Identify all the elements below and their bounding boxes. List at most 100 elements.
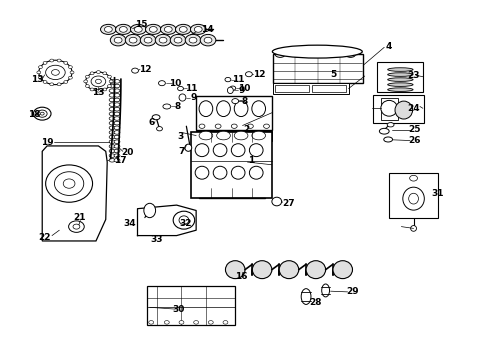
Ellipse shape [43, 81, 47, 84]
Ellipse shape [132, 68, 139, 73]
Ellipse shape [149, 27, 157, 32]
Ellipse shape [249, 144, 263, 157]
Ellipse shape [199, 124, 205, 129]
Ellipse shape [109, 126, 115, 130]
Text: 13: 13 [31, 75, 44, 84]
Ellipse shape [109, 135, 115, 139]
Ellipse shape [40, 112, 44, 115]
Ellipse shape [200, 35, 216, 46]
Text: 23: 23 [407, 71, 420, 80]
Bar [275, 85, 310, 93]
Ellipse shape [114, 121, 120, 125]
Ellipse shape [109, 149, 115, 153]
Ellipse shape [410, 175, 417, 181]
Ellipse shape [234, 101, 248, 117]
Ellipse shape [152, 115, 160, 120]
Ellipse shape [63, 179, 75, 188]
Ellipse shape [388, 83, 413, 86]
Text: 32: 32 [179, 219, 192, 228]
Text: 22: 22 [38, 233, 51, 242]
Ellipse shape [39, 66, 43, 68]
Bar [273, 83, 348, 94]
Text: 15: 15 [135, 19, 147, 28]
Text: 6: 6 [148, 118, 154, 127]
Ellipse shape [109, 158, 115, 162]
Ellipse shape [50, 83, 54, 86]
Text: 17: 17 [114, 156, 127, 165]
Text: 33: 33 [151, 235, 163, 244]
Ellipse shape [46, 65, 65, 80]
Ellipse shape [249, 166, 263, 179]
Ellipse shape [155, 35, 171, 46]
Ellipse shape [109, 117, 115, 120]
Ellipse shape [96, 79, 101, 84]
Ellipse shape [275, 51, 285, 57]
Ellipse shape [109, 94, 115, 97]
Ellipse shape [69, 221, 84, 232]
Ellipse shape [379, 129, 389, 134]
Ellipse shape [109, 107, 115, 111]
Ellipse shape [411, 226, 416, 231]
Ellipse shape [231, 124, 237, 129]
Ellipse shape [231, 166, 245, 179]
Ellipse shape [129, 37, 137, 43]
Ellipse shape [109, 80, 115, 83]
Ellipse shape [109, 121, 115, 125]
Ellipse shape [157, 127, 162, 131]
Text: 16: 16 [235, 271, 247, 280]
Ellipse shape [395, 101, 413, 119]
Ellipse shape [39, 76, 43, 79]
Ellipse shape [252, 131, 266, 140]
Ellipse shape [333, 261, 352, 279]
Ellipse shape [51, 69, 59, 75]
Ellipse shape [114, 80, 120, 83]
Ellipse shape [84, 80, 88, 83]
Ellipse shape [328, 51, 338, 57]
Bar [313, 85, 345, 93]
Ellipse shape [215, 124, 221, 129]
Ellipse shape [57, 83, 61, 86]
Ellipse shape [213, 166, 227, 179]
Ellipse shape [91, 76, 106, 87]
Ellipse shape [109, 154, 115, 157]
Ellipse shape [144, 37, 152, 43]
Ellipse shape [252, 101, 266, 117]
Ellipse shape [173, 211, 195, 229]
Text: 21: 21 [74, 213, 86, 222]
Ellipse shape [164, 320, 169, 324]
Ellipse shape [109, 89, 115, 93]
Ellipse shape [388, 88, 413, 91]
Bar [389, 173, 438, 218]
Bar [273, 54, 363, 83]
Ellipse shape [264, 124, 270, 129]
Ellipse shape [217, 101, 230, 117]
Ellipse shape [403, 187, 424, 210]
Ellipse shape [85, 85, 89, 87]
Ellipse shape [149, 320, 154, 324]
Ellipse shape [213, 144, 227, 157]
Text: 8: 8 [174, 102, 181, 111]
Ellipse shape [199, 101, 213, 117]
Ellipse shape [225, 77, 231, 82]
Ellipse shape [69, 76, 73, 79]
Ellipse shape [199, 131, 213, 140]
Ellipse shape [85, 75, 89, 78]
Ellipse shape [163, 104, 171, 109]
Ellipse shape [301, 289, 311, 305]
Text: 12: 12 [253, 70, 266, 79]
Ellipse shape [174, 37, 182, 43]
Ellipse shape [272, 45, 362, 58]
Text: 4: 4 [386, 42, 392, 51]
Ellipse shape [73, 224, 80, 229]
Ellipse shape [146, 24, 161, 35]
Ellipse shape [110, 35, 126, 46]
Text: 13: 13 [92, 87, 105, 96]
Ellipse shape [144, 203, 156, 218]
Ellipse shape [175, 24, 191, 35]
Ellipse shape [50, 59, 54, 62]
Ellipse shape [387, 123, 394, 127]
Ellipse shape [97, 89, 100, 92]
Ellipse shape [232, 99, 239, 104]
Ellipse shape [409, 193, 418, 204]
Ellipse shape [388, 73, 413, 76]
